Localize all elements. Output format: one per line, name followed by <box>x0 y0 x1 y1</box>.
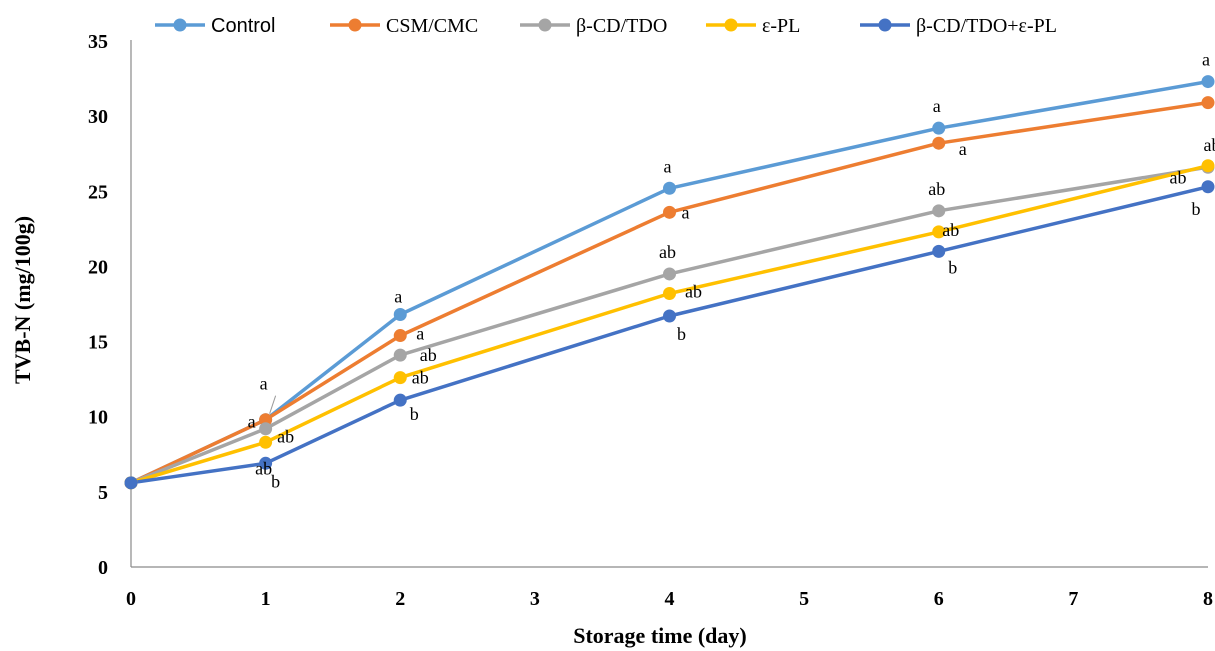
significance-label: ab <box>1204 135 1215 155</box>
y-tick-label: 0 <box>98 557 108 579</box>
x-tick-labels: 0 1 2 3 4 5 6 7 8 <box>126 588 1213 610</box>
significance-label: ab <box>412 368 429 388</box>
x-tick-label: 6 <box>934 588 944 610</box>
series-line <box>130 185 1209 485</box>
significance-label: b <box>948 257 957 277</box>
data-point <box>393 348 407 362</box>
data-point <box>932 136 946 150</box>
legend-label: Control <box>211 15 275 37</box>
significance-label: a <box>959 139 967 159</box>
data-point <box>259 435 273 449</box>
series-points <box>124 75 1215 490</box>
data-point <box>124 476 138 490</box>
legend: Control CSM/CMC β-CD/TDO ε-PL β-CD/TDO+ε-PL <box>155 15 1057 37</box>
x-tick-label: 8 <box>1203 588 1213 610</box>
significance-label: a <box>682 202 690 222</box>
significance-label: ab <box>928 179 945 199</box>
data-point <box>393 371 407 385</box>
x-axis-title: Storage time (day) <box>573 623 747 648</box>
data-point <box>393 308 407 322</box>
significance-label: ab <box>420 345 437 365</box>
significance-label: a <box>416 324 424 344</box>
x-tick-label: 1 <box>261 588 271 610</box>
y-tick-label: 25 <box>88 181 108 203</box>
data-point <box>932 121 946 135</box>
y-tick-label: 15 <box>88 332 108 354</box>
x-tick-label: 3 <box>530 588 540 610</box>
data-point <box>259 422 273 436</box>
x-tick-label: 7 <box>1068 588 1078 610</box>
data-point <box>1201 159 1215 173</box>
data-point <box>932 225 946 239</box>
significance-label: ab <box>659 242 676 262</box>
series-line <box>130 100 1209 485</box>
data-point <box>663 181 676 195</box>
axes <box>130 40 1208 568</box>
legend-swatch-marker <box>538 18 552 32</box>
legend-label: ε-PL <box>762 15 800 37</box>
data-point <box>663 267 676 281</box>
legend-label: CSM/CMC <box>386 15 478 37</box>
y-tick-label: 10 <box>88 407 108 429</box>
series-line <box>130 164 1209 485</box>
y-axis-title: TVB-N (mg/100g) <box>10 216 35 384</box>
data-point <box>1201 75 1215 89</box>
legend-swatch-marker <box>724 18 738 32</box>
significance-label: ab <box>255 458 272 478</box>
significance-label: ab <box>942 220 959 240</box>
data-point <box>393 329 407 343</box>
x-tick-label: 4 <box>665 588 675 610</box>
significance-label: a <box>933 96 941 116</box>
series-lines <box>130 79 1209 485</box>
legend-swatch-marker <box>348 18 362 32</box>
significance-label: ab <box>1170 168 1187 188</box>
data-point <box>932 204 946 218</box>
legend-label: β-CD/TDO+ε-PL <box>916 15 1057 37</box>
data-point <box>259 456 273 470</box>
significance-label: ab <box>277 427 294 447</box>
significance-label: a <box>664 156 672 176</box>
significance-label: b <box>410 404 419 424</box>
data-point <box>663 286 676 300</box>
data-point <box>663 309 676 323</box>
legend-swatch-marker <box>173 18 187 32</box>
series-line <box>130 165 1209 485</box>
significance-label: a <box>260 374 268 394</box>
data-point <box>393 393 407 407</box>
y-tick-label: 20 <box>88 256 108 278</box>
significance-label: b <box>271 471 280 491</box>
x-tick-label: 2 <box>395 588 405 610</box>
significance-label: b <box>677 324 686 344</box>
y-tick-label: 30 <box>88 106 108 128</box>
data-point <box>259 413 273 427</box>
data-point <box>663 205 676 219</box>
data-point <box>932 244 946 258</box>
legend-label: β-CD/TDO <box>576 15 667 37</box>
significance-label: a <box>394 287 402 307</box>
y-tick-label: 5 <box>98 482 108 504</box>
y-tick-label: 35 <box>88 31 108 53</box>
legend-swatch-marker <box>878 18 892 32</box>
significance-labels: aaaaaaaaaaababababababababababbbbbb <box>248 50 1215 492</box>
x-tick-label: 5 <box>799 588 809 610</box>
significance-label: a <box>1202 50 1210 70</box>
x-tick-label: 0 <box>126 588 136 610</box>
series-line <box>130 79 1209 485</box>
significance-label: b <box>1192 199 1201 219</box>
label-leader-line <box>269 395 277 414</box>
significance-label: ab <box>685 281 702 301</box>
significance-label: a <box>248 412 256 432</box>
data-point <box>1201 180 1215 194</box>
data-point <box>1201 96 1215 110</box>
y-tick-labels: 0 5 10 15 20 25 30 35 <box>88 31 108 579</box>
